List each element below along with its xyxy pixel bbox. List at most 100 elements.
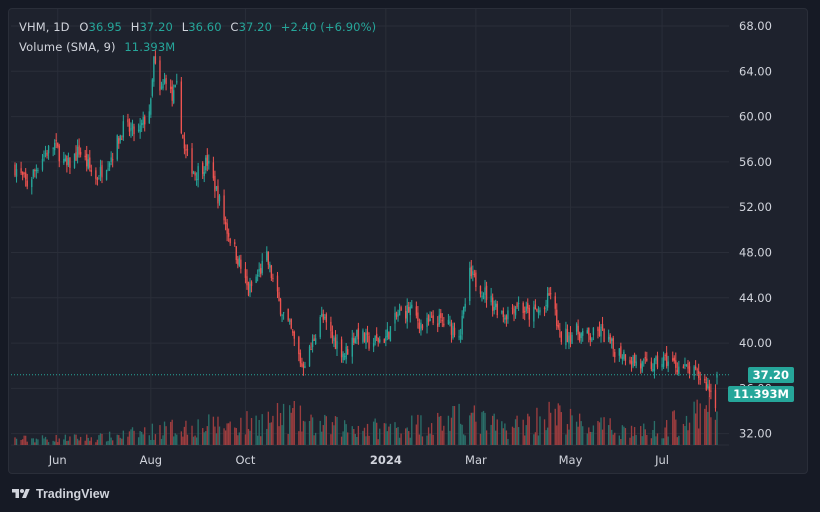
volume-bar bbox=[205, 431, 207, 445]
volume-bar bbox=[600, 417, 602, 445]
volume-bar bbox=[624, 428, 627, 445]
volume-bar bbox=[108, 431, 111, 445]
volume-bar bbox=[430, 423, 433, 445]
price-axis[interactable]: 32.0036.0040.0044.0048.0052.0056.0060.00… bbox=[739, 19, 772, 441]
candle-body bbox=[302, 364, 305, 368]
candle-body bbox=[75, 152, 77, 161]
time-axis[interactable]: Jun Aug Oct 2024 Mar May Jul bbox=[48, 453, 669, 467]
volume-bar bbox=[565, 434, 567, 445]
candle-body bbox=[214, 175, 216, 192]
volume-bar bbox=[588, 427, 590, 445]
volume-bar bbox=[195, 437, 198, 445]
y-tick-label: 40.00 bbox=[739, 336, 772, 350]
candle-body bbox=[357, 328, 360, 340]
y-tick-label: 56.00 bbox=[739, 155, 772, 169]
volume-bar bbox=[603, 417, 605, 445]
volume-bar bbox=[55, 434, 57, 445]
volume-bar bbox=[539, 416, 541, 445]
brand-name[interactable]: TradingView bbox=[36, 487, 110, 501]
volume-bar bbox=[525, 425, 527, 445]
candle-body bbox=[185, 149, 187, 151]
volume-bar bbox=[566, 424, 569, 445]
symbol-label[interactable]: VHM, 1D bbox=[19, 20, 70, 34]
grid-lines bbox=[11, 9, 729, 446]
high-label: H bbox=[130, 20, 140, 34]
candle-body bbox=[687, 362, 689, 369]
volume-bar bbox=[491, 415, 494, 445]
candle-body bbox=[496, 303, 498, 316]
candle-body bbox=[180, 81, 183, 134]
candle-body bbox=[46, 152, 48, 156]
volume-bar bbox=[299, 405, 302, 445]
volume-bar bbox=[301, 431, 303, 445]
volume-bar bbox=[118, 435, 120, 445]
volume-bar bbox=[440, 415, 442, 445]
candle-body bbox=[314, 338, 317, 344]
volume-bar bbox=[182, 436, 184, 445]
candle-body bbox=[340, 339, 343, 358]
candle-body bbox=[226, 223, 228, 234]
price-chart-svg[interactable]: 32.0036.0040.0044.0048.0052.0056.0060.00… bbox=[9, 9, 807, 473]
volume-label[interactable]: Volume (SMA, 9) bbox=[19, 40, 116, 54]
volume-bar bbox=[533, 434, 535, 445]
candle-body bbox=[86, 153, 88, 167]
candle-body bbox=[293, 331, 295, 339]
volume-bar bbox=[450, 417, 453, 445]
volume-bar bbox=[400, 433, 402, 445]
candle-body bbox=[258, 269, 260, 272]
volume-bar bbox=[270, 422, 273, 445]
candle-body bbox=[192, 171, 195, 174]
volume-bar bbox=[710, 417, 712, 445]
tradingview-logo-icon[interactable] bbox=[10, 487, 32, 501]
volume-bar bbox=[577, 426, 579, 445]
volume-bar bbox=[313, 435, 315, 445]
candle-body bbox=[304, 365, 306, 369]
volume-bar bbox=[293, 400, 295, 445]
candle-body bbox=[441, 320, 443, 322]
volume-bar bbox=[173, 436, 175, 445]
candle-body bbox=[643, 359, 645, 361]
candle-body bbox=[684, 364, 686, 367]
candle-body bbox=[173, 90, 175, 103]
volume-bar bbox=[247, 429, 250, 445]
candle-body bbox=[333, 337, 335, 342]
candle-body bbox=[89, 157, 91, 168]
candle-body bbox=[183, 138, 186, 149]
volume-bar bbox=[171, 419, 173, 445]
volume-bar bbox=[575, 421, 578, 445]
candle-body bbox=[202, 162, 204, 174]
volume-bar bbox=[203, 432, 205, 445]
candle-body bbox=[484, 287, 486, 296]
candle-body bbox=[589, 335, 592, 340]
volume-bar bbox=[620, 439, 622, 445]
candle-body bbox=[41, 158, 44, 170]
volume-bar bbox=[556, 425, 558, 445]
volume-bar bbox=[130, 429, 132, 445]
volume-bar bbox=[121, 438, 123, 445]
volume-bar bbox=[415, 424, 418, 445]
candle-body bbox=[301, 362, 303, 367]
volume-bar bbox=[154, 434, 157, 445]
candle-body bbox=[334, 337, 337, 350]
volume-bar bbox=[664, 427, 666, 445]
volume-bar bbox=[169, 421, 172, 445]
volume-bar bbox=[632, 436, 634, 445]
candle-body bbox=[347, 349, 349, 355]
candles bbox=[14, 50, 718, 412]
volume-bar bbox=[311, 417, 314, 445]
change-value: +2.40 (+6.90%) bbox=[280, 20, 377, 34]
volume-bar bbox=[630, 425, 633, 445]
candle-body bbox=[260, 268, 262, 274]
candle-body bbox=[418, 322, 421, 329]
candle-body bbox=[23, 172, 25, 174]
candle-body bbox=[368, 335, 370, 349]
candle-body bbox=[57, 142, 59, 147]
candle-body bbox=[440, 313, 442, 318]
volume-bar bbox=[484, 412, 486, 445]
volume-bar bbox=[578, 413, 581, 445]
candle-body bbox=[640, 363, 642, 369]
volume-bar bbox=[330, 434, 332, 445]
volume-bar bbox=[473, 405, 476, 445]
candle-body bbox=[182, 134, 184, 139]
volume-bar bbox=[206, 426, 208, 445]
